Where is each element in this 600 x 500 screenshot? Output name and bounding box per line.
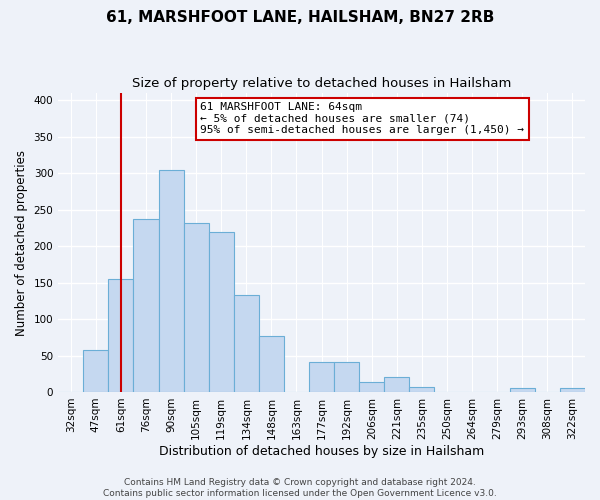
Bar bbox=[334, 362, 359, 392]
Bar bbox=[83, 350, 109, 392]
Bar bbox=[109, 279, 133, 392]
Bar bbox=[510, 388, 535, 392]
Bar bbox=[234, 295, 259, 392]
Text: 61 MARSHFOOT LANE: 64sqm
← 5% of detached houses are smaller (74)
95% of semi-de: 61 MARSHFOOT LANE: 64sqm ← 5% of detache… bbox=[200, 102, 524, 135]
Text: 61, MARSHFOOT LANE, HAILSHAM, BN27 2RB: 61, MARSHFOOT LANE, HAILSHAM, BN27 2RB bbox=[106, 10, 494, 25]
Bar bbox=[359, 382, 385, 392]
Bar bbox=[309, 362, 334, 392]
Bar bbox=[560, 388, 585, 392]
Bar bbox=[385, 378, 409, 392]
Bar bbox=[133, 219, 158, 392]
Text: Contains HM Land Registry data © Crown copyright and database right 2024.
Contai: Contains HM Land Registry data © Crown c… bbox=[103, 478, 497, 498]
Bar bbox=[209, 232, 234, 392]
X-axis label: Distribution of detached houses by size in Hailsham: Distribution of detached houses by size … bbox=[159, 444, 484, 458]
Bar bbox=[184, 223, 209, 392]
Bar bbox=[409, 387, 434, 392]
Bar bbox=[259, 336, 284, 392]
Y-axis label: Number of detached properties: Number of detached properties bbox=[15, 150, 28, 336]
Title: Size of property relative to detached houses in Hailsham: Size of property relative to detached ho… bbox=[132, 78, 511, 90]
Bar bbox=[158, 170, 184, 392]
